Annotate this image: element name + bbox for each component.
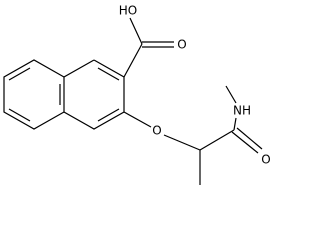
bond <box>233 117 237 131</box>
bond <box>199 129 235 151</box>
molecule: HO O O NH O <box>3 4 271 185</box>
atom-label: HO <box>119 4 137 18</box>
double-bond <box>231 131 259 154</box>
bond <box>129 17 143 45</box>
bond <box>123 111 152 128</box>
double-bond <box>97 108 120 122</box>
atom-label: O <box>261 153 270 167</box>
atom-label: O <box>177 38 186 52</box>
ring-left <box>3 59 65 130</box>
bond <box>123 43 143 78</box>
bonds <box>3 17 263 185</box>
double-bond <box>8 67 31 81</box>
atom-label: NH <box>233 104 251 118</box>
bond <box>163 134 201 151</box>
atom-label: O <box>152 124 161 138</box>
double-bond <box>97 67 120 81</box>
double-bond <box>8 108 31 122</box>
double-bond <box>236 127 263 150</box>
bond <box>225 85 237 104</box>
ring-right <box>63 59 125 130</box>
